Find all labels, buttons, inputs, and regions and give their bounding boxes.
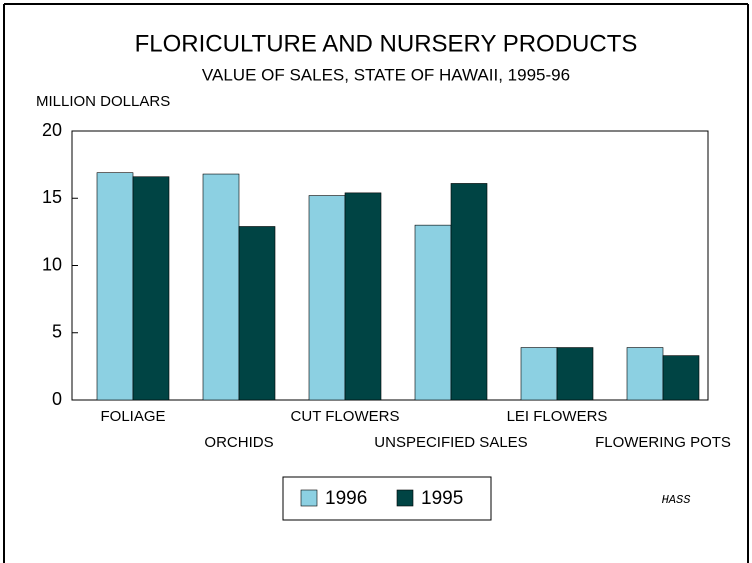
legend-swatch bbox=[396, 489, 414, 507]
legend-label: 1996 bbox=[325, 488, 367, 509]
x-tick-label: LEI FLOWERS bbox=[507, 408, 608, 425]
bar bbox=[132, 176, 170, 401]
bar bbox=[450, 183, 488, 401]
bar bbox=[414, 224, 452, 401]
x-tick-label: CUT FLOWERS bbox=[291, 408, 400, 425]
bar bbox=[202, 173, 240, 401]
bar bbox=[520, 347, 558, 401]
bar bbox=[96, 172, 134, 401]
y-axis-label: MILLION DOLLARS bbox=[36, 93, 170, 110]
y-tick-label: 5 bbox=[52, 322, 62, 342]
x-tick-label: ORCHIDS bbox=[204, 434, 273, 451]
bar bbox=[556, 347, 594, 401]
chart-subtitle: VALUE OF SALES, STATE OF HAWAII, 1995-96 bbox=[202, 65, 570, 84]
bar bbox=[626, 347, 664, 401]
bar bbox=[308, 195, 346, 401]
bar bbox=[238, 226, 276, 401]
legend-box bbox=[282, 476, 492, 521]
chart-title: FLORICULTURE AND NURSERY PRODUCTS bbox=[135, 30, 638, 57]
legend-swatch bbox=[300, 489, 318, 507]
y-tick-label: 20 bbox=[42, 120, 62, 140]
x-tick-label: FLOWERING POTS bbox=[595, 434, 731, 451]
y-tick-label: 15 bbox=[42, 187, 62, 207]
legend-label: 1995 bbox=[421, 488, 463, 509]
y-tick-label: 0 bbox=[52, 389, 62, 409]
bar bbox=[662, 355, 700, 401]
y-tick-label: 10 bbox=[42, 254, 62, 274]
x-tick-label: UNSPECIFIED SALES bbox=[374, 434, 527, 451]
x-tick-label: FOLIAGE bbox=[100, 408, 165, 425]
bar bbox=[344, 192, 382, 401]
source-note: HASS bbox=[662, 493, 691, 507]
